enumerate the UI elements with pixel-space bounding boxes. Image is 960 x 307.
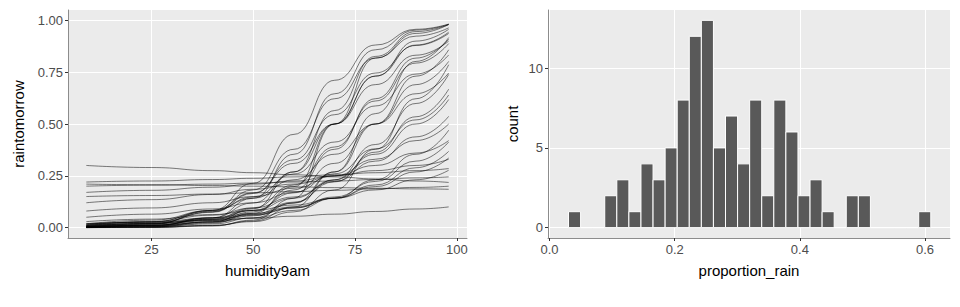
svg-text:0.00: 0.00: [38, 220, 63, 235]
svg-text:5: 5: [536, 140, 543, 155]
svg-text:0: 0: [536, 220, 543, 235]
svg-text:0.25: 0.25: [38, 168, 63, 183]
svg-text:0.0: 0.0: [541, 242, 559, 257]
svg-text:1.00: 1.00: [38, 13, 63, 28]
svg-text:0.50: 0.50: [38, 117, 63, 132]
svg-text:raintomorrow: raintomorrow: [10, 80, 27, 168]
svg-text:75: 75: [348, 242, 362, 257]
svg-text:proportion_rain: proportion_rain: [699, 262, 800, 279]
svg-text:0.6: 0.6: [916, 242, 934, 257]
svg-text:0.4: 0.4: [791, 242, 809, 257]
svg-text:humidity9am: humidity9am: [225, 262, 310, 279]
svg-text:0.2: 0.2: [666, 242, 684, 257]
svg-text:count: count: [504, 105, 521, 143]
svg-text:25: 25: [144, 242, 158, 257]
svg-text:0.75: 0.75: [38, 65, 63, 80]
svg-text:50: 50: [246, 242, 260, 257]
svg-text:100: 100: [446, 242, 468, 257]
svg-text:10: 10: [529, 61, 543, 76]
